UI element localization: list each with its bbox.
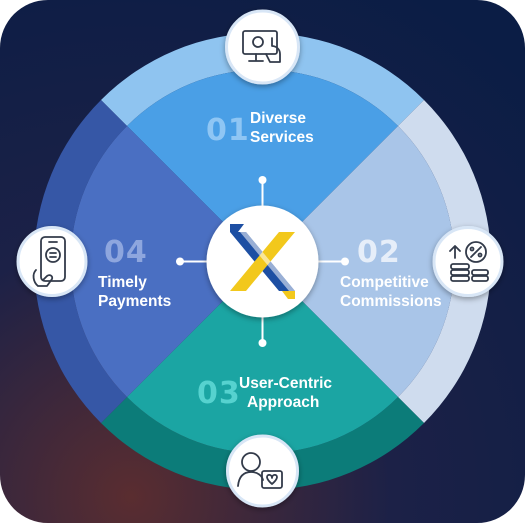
segment-02-label-line2: Commissions	[340, 293, 442, 310]
user-profile-icon	[237, 452, 283, 489]
segment-04-rim	[33, 100, 127, 423]
computer-touch-icon	[242, 30, 281, 63]
segment-04-label-line2: Payments	[98, 293, 171, 310]
segment-04-icon-bubble	[16, 226, 88, 297]
segment-02-label-line1: Competitive	[340, 274, 429, 291]
segment-01-icon-bubble	[225, 9, 300, 85]
segment-03-label-line2: Approach	[247, 394, 319, 411]
segment-03-label-line1: User-Centric	[239, 375, 332, 392]
x-logo-icon	[230, 224, 295, 299]
segment-02-rim	[398, 100, 492, 423]
segment-03-icon-bubble	[226, 434, 299, 508]
segment-04-label-line1: Timely	[98, 274, 147, 291]
segment-03-number: 03	[197, 376, 241, 411]
connectors	[180, 180, 345, 343]
segment-01-number: 01	[206, 113, 250, 148]
segment-04-number: 04	[104, 235, 148, 270]
connector-dots	[176, 176, 349, 347]
segment-03	[127, 261, 398, 454]
mobile-payment-icon	[32, 236, 66, 287]
commission-growth-icon	[449, 241, 489, 282]
segment-03-rim	[101, 397, 424, 491]
segment-01-label-line1: Diverse	[250, 110, 306, 127]
segment-01	[127, 69, 398, 262]
segment-02	[262, 126, 455, 397]
segment-02-number: 02	[357, 235, 401, 270]
segment-01-label-line2: Services	[250, 129, 314, 146]
segment-01-rim	[101, 32, 424, 126]
segment-04	[70, 126, 263, 397]
segment-02-icon-bubble	[432, 226, 504, 297]
